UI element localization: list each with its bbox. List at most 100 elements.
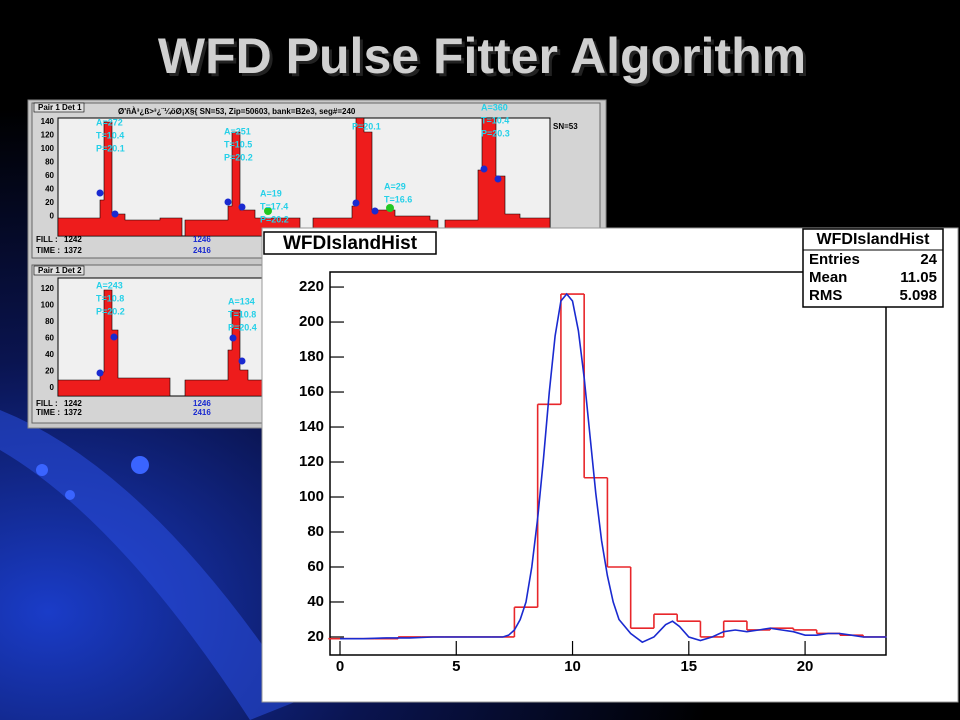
- fit-label: A=29: [384, 181, 406, 191]
- mini-frame: [57, 117, 551, 237]
- stats-key: RMS: [809, 287, 842, 304]
- time-label: TIME :: [36, 246, 60, 255]
- mini-y-tick: 120: [41, 284, 55, 293]
- fill-value: 1242: [64, 235, 82, 244]
- fit-point: [386, 204, 394, 212]
- time-label: TIME :: [36, 408, 60, 417]
- mini-y-tick: 40: [45, 350, 54, 359]
- mini-y-tick: 0: [50, 212, 55, 221]
- title-shadow: WFD Pulse Fitter Algorithm: [161, 31, 809, 87]
- time-value: 2416: [193, 246, 211, 255]
- fill-label: FILL :: [36, 399, 58, 408]
- y-tick-label: 120: [299, 453, 324, 470]
- title-box: [263, 231, 437, 255]
- x-tick-label: 20: [797, 658, 814, 675]
- fit-point: [494, 175, 502, 183]
- x-tick-label: 0: [336, 658, 344, 675]
- fit-point: [96, 189, 104, 197]
- fit-label: A=360: [481, 102, 508, 112]
- mini-y-tick: 80: [45, 158, 54, 167]
- fit-label: A=134: [228, 296, 255, 306]
- fit-point: [480, 165, 488, 173]
- y-tick-label: 180: [299, 348, 324, 365]
- y-tick-label: 140: [299, 418, 324, 435]
- mini-y-tick: 120: [41, 131, 55, 140]
- plot-frame: [329, 271, 887, 656]
- mini-y-tick: 100: [41, 144, 55, 153]
- y-tick-label: 20: [307, 628, 324, 645]
- fill-value: 1242: [64, 399, 82, 408]
- x-tick-label: 10: [564, 658, 581, 675]
- slide-title: WFD Pulse Fitter Algorithm: [158, 28, 806, 84]
- mini-y-tick: 20: [45, 367, 54, 376]
- chart-title: WFDIslandHist: [283, 233, 418, 254]
- fit-label: T=10.8: [96, 293, 124, 303]
- fit-label: T=16.6: [384, 194, 412, 204]
- fit-point: [111, 210, 119, 218]
- stats-key: Entries: [809, 251, 860, 268]
- stats-value: 11.05: [900, 269, 937, 286]
- fit-label: P=20.3: [481, 128, 510, 138]
- fill-value: 1246: [193, 235, 211, 244]
- fit-label: P=20.4: [228, 322, 257, 332]
- fit-label: A=243: [96, 280, 123, 290]
- fit-label: T=10.5: [224, 139, 252, 149]
- y-tick-label: 40: [307, 593, 324, 610]
- y-tick-label: 100: [299, 488, 324, 505]
- fit-label: T=17.4: [260, 201, 288, 211]
- orb: [131, 456, 149, 474]
- y-tick-label: 200: [299, 313, 324, 330]
- orb: [36, 464, 48, 476]
- tab-label: Pair 1 Det 1: [38, 103, 82, 112]
- series-line: [340, 292, 887, 644]
- x-tick-label: 5: [452, 658, 460, 675]
- y-tick-label: 160: [299, 383, 324, 400]
- mini-y-tick: 140: [41, 117, 55, 126]
- fit-label: P=20.2: [224, 152, 253, 162]
- fit-point: [110, 333, 118, 341]
- fit-point: [238, 203, 246, 211]
- fit-label: P=20.2: [96, 306, 125, 316]
- mini-y-tick: 60: [45, 334, 54, 343]
- x-tick-label: 15: [680, 658, 697, 675]
- fit-label: P=20.1: [96, 143, 125, 153]
- stats-title: WFDIslandHist: [817, 231, 931, 248]
- time-value: 2416: [193, 408, 211, 417]
- tab: [33, 265, 85, 276]
- stats-value: 24: [920, 251, 937, 268]
- fit-point: [96, 369, 104, 377]
- fit-point: [229, 334, 237, 342]
- fit-label: T=10.4: [481, 115, 509, 125]
- time-value: 1372: [64, 408, 82, 417]
- mini-y-tick: 80: [45, 317, 54, 326]
- fit-point: [264, 207, 272, 215]
- y-tick-label: 60: [307, 558, 324, 575]
- fit-point: [352, 199, 360, 207]
- fit-label: A=272: [96, 117, 123, 127]
- fit-point: [238, 357, 246, 365]
- tab: [33, 102, 85, 113]
- y-tick-label: 80: [307, 523, 324, 540]
- fit-label: P=20.1: [352, 121, 381, 131]
- side-label: SN=53: [553, 122, 578, 131]
- fit-point: [371, 207, 379, 215]
- fit-label: T=10.8: [228, 309, 256, 319]
- fit-point: [224, 198, 232, 206]
- mini-y-tick: 20: [45, 198, 54, 207]
- mini-y-tick: 60: [45, 171, 54, 180]
- swoosh: [0, 410, 300, 720]
- stats-value: 5.098: [899, 287, 937, 304]
- stats-box: [802, 228, 944, 308]
- fit-label: A=19: [260, 188, 282, 198]
- y-tick-label: 220: [299, 278, 324, 295]
- fill-value: 1246: [193, 399, 211, 408]
- mini-y-tick: 0: [50, 383, 55, 392]
- time-value: 1372: [64, 246, 82, 255]
- pad-header: Ø'ñÀ³¿ß>³¿¨¼öØ¡X§{ SN=53, Zip=50603, ban…: [118, 107, 356, 116]
- mini-y-tick: 100: [41, 301, 55, 310]
- fill-label: FILL :: [36, 235, 58, 244]
- mini-y-tick: 40: [45, 185, 54, 194]
- stats-key: Mean: [809, 269, 847, 286]
- fit-label: A=251: [224, 126, 251, 136]
